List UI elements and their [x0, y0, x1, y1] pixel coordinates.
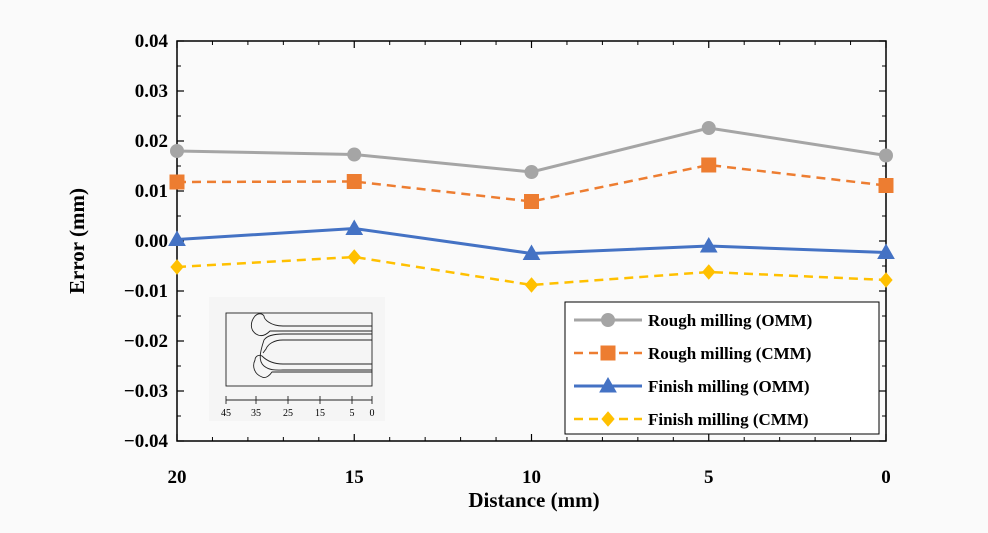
inset-scale-label: 35 [251, 408, 261, 419]
data-point [347, 147, 362, 162]
inset-scale-label: 15 [315, 408, 325, 419]
inset-background [209, 297, 385, 421]
data-point [701, 121, 716, 135]
y-tick-label: 0.00 [135, 231, 168, 252]
specimen-drawing [225, 312, 373, 404]
y-tick-label: −0.02 [124, 331, 168, 352]
y-tick-label: −0.03 [124, 381, 168, 402]
inset-scale-label: 25 [283, 408, 293, 419]
data-point [699, 236, 718, 253]
legend-item: Finish milling (OMM) [574, 376, 810, 396]
inset-scale-labels: 45 35 25 15 5 0 [221, 408, 375, 419]
legend-label: Rough milling (CMM) [648, 344, 811, 363]
x-tick-label: 15 [345, 467, 364, 488]
series-1 [169, 157, 894, 209]
data-point [169, 174, 185, 190]
legend-label: Finish milling (CMM) [648, 410, 809, 429]
legend-marker [599, 376, 617, 393]
x-axis-title: Distance (mm) [468, 488, 599, 512]
y-tick-label: 0.01 [135, 181, 168, 202]
legend: Rough milling (OMM) Rough milling (CMM) Fi… [564, 301, 880, 435]
legend-label: Finish milling (OMM) [648, 377, 810, 396]
data-point [347, 249, 361, 265]
legend-label: Rough milling (OMM) [648, 311, 812, 330]
y-tick-label: 0.02 [135, 131, 168, 152]
series-line [176, 255, 887, 287]
data-point [877, 243, 895, 259]
inset-scale-label: 0 [370, 408, 375, 419]
x-tick-label: 20 [168, 467, 187, 488]
y-axis-title: Error (mm) [65, 188, 89, 294]
legend-marker [600, 345, 616, 361]
specimen-inset: 45 35 25 15 5 0 [209, 297, 385, 421]
data-point [522, 244, 541, 260]
x-tick-label: 5 [704, 467, 714, 488]
y-tick-label: 0.04 [135, 31, 169, 52]
data-point [524, 277, 539, 293]
data-point [170, 259, 184, 275]
inset-scale-label: 45 [221, 408, 231, 419]
data-point [879, 272, 893, 288]
y-tick-label: −0.04 [124, 431, 169, 452]
inset-scale-label: 5 [350, 408, 355, 419]
series-2 [168, 219, 895, 260]
y-tick-label: −0.01 [124, 281, 168, 302]
data-point [701, 157, 717, 173]
data-point [879, 148, 893, 163]
legend-item: Finish milling (CMM) [574, 410, 809, 429]
data-point [170, 144, 184, 158]
legend-marker [601, 313, 615, 327]
series-3 [170, 249, 893, 293]
data-point [878, 178, 894, 193]
data-point [345, 219, 364, 235]
series-layer [168, 121, 895, 293]
data-point [168, 230, 186, 246]
x-axis: 20 15 10 5 0 [168, 41, 891, 488]
legend-marker [601, 411, 615, 427]
legend-box [564, 301, 880, 435]
data-point [524, 165, 539, 179]
legend-item: Rough milling (CMM) [574, 344, 811, 363]
data-point [524, 194, 539, 209]
y-axis: 0.04 0.03 0.02 0.01 0.00 −0.01 −0.02 −0.03 −0.04 [124, 31, 886, 452]
data-point [346, 174, 362, 189]
x-tick-label: 10 [522, 467, 541, 488]
y-tick-label: 0.03 [135, 81, 168, 102]
data-point [702, 264, 716, 280]
legend-item: Rough milling (OMM) [574, 311, 812, 330]
series-0 [170, 121, 893, 179]
x-tick-label: 0 [881, 467, 891, 488]
